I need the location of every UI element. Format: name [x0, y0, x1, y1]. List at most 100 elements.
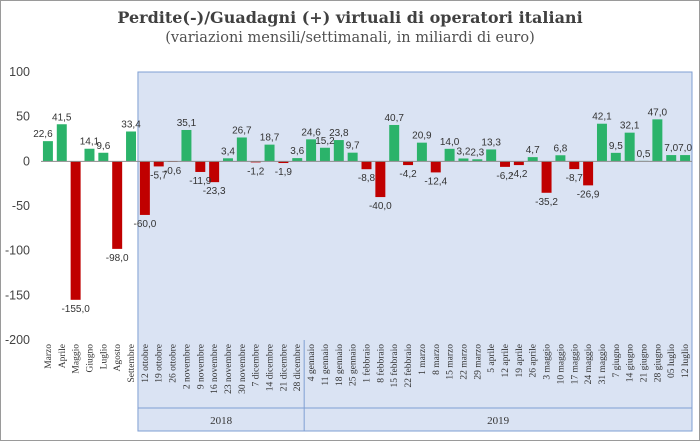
- category-label: 26 ottobre: [169, 344, 179, 383]
- category-label: 23 novembre: [224, 344, 234, 394]
- category-label: 18 gennaio: [335, 344, 345, 386]
- bar: [112, 161, 123, 249]
- data-label: 23,8: [329, 128, 349, 139]
- data-label: 9,6: [96, 141, 110, 152]
- data-label: -8,8: [358, 173, 376, 184]
- category-label: 15 marzo: [446, 344, 456, 380]
- data-label: 35,1: [177, 118, 197, 129]
- bar: [527, 157, 538, 162]
- bar: [375, 161, 386, 198]
- bar: [70, 161, 81, 300]
- data-label: 3,6: [290, 146, 304, 157]
- bar: [347, 152, 358, 162]
- data-label: 20,9: [412, 131, 432, 142]
- year-label: 2019: [487, 415, 510, 427]
- category-label: 19 aprile: [515, 344, 525, 378]
- category-label: 17 maggio: [570, 344, 580, 385]
- bar: [513, 161, 524, 166]
- data-label: -98,0: [106, 253, 129, 264]
- data-label: -1,9: [275, 167, 293, 178]
- bar: [458, 158, 469, 162]
- weekly-period-shade: [137, 71, 693, 432]
- category-label: 4 gennaio: [307, 344, 317, 381]
- bar: [444, 148, 455, 162]
- category-label: 9 novembre: [196, 344, 206, 389]
- category-label: 3 maggio: [543, 344, 553, 380]
- data-label: 3,4: [221, 146, 235, 157]
- y-tick-label: 50: [16, 110, 30, 124]
- data-label: -12,4: [424, 176, 447, 187]
- category-label: 16 novembre: [210, 344, 220, 394]
- bar: [181, 129, 192, 162]
- data-label: 24,6: [301, 127, 321, 138]
- chart-title: Perdite(-)/Guadagni (+) virtuali di oper…: [117, 8, 583, 27]
- bar: [610, 152, 621, 162]
- category-label: Aprile: [58, 344, 68, 368]
- bar: [250, 161, 261, 163]
- bar: [209, 161, 220, 183]
- bar: [319, 147, 330, 162]
- data-label: 7,0: [664, 143, 678, 154]
- bar: [430, 161, 441, 173]
- bar: [361, 161, 372, 170]
- bar: [306, 139, 317, 162]
- y-tick-label: -100: [5, 244, 30, 258]
- data-label: -1,2: [247, 166, 265, 177]
- category-label: Luglio: [99, 344, 109, 370]
- bar: [195, 161, 206, 172]
- category-label: 21 dicembre: [279, 344, 289, 391]
- data-label: -5,7: [150, 170, 168, 181]
- category-label: 2 novembre: [182, 344, 192, 389]
- data-label: -4,2: [510, 169, 528, 180]
- data-label: 4,7: [526, 145, 540, 156]
- data-label: -35,2: [535, 197, 558, 208]
- data-label: 9,5: [609, 141, 623, 152]
- category-label: 15 febbraio: [389, 344, 400, 388]
- category-label: 12 aprile: [501, 344, 511, 378]
- y-tick-label: -50: [12, 199, 30, 213]
- bar: [153, 161, 164, 167]
- category-label: 12 ottobre: [141, 344, 151, 383]
- data-label: -11,9: [189, 176, 211, 187]
- bar: [403, 161, 414, 166]
- bar: [84, 148, 95, 162]
- data-label: 33,4: [121, 119, 141, 130]
- category-label: 25 gennaio: [349, 344, 359, 386]
- data-label: 9,7: [346, 141, 360, 152]
- bar: [236, 137, 247, 162]
- data-label: 40,7: [384, 113, 404, 124]
- bar: [264, 144, 275, 162]
- data-label: 18,7: [260, 133, 280, 144]
- category-label: 24 maggio: [584, 344, 594, 385]
- data-label: 0,5: [637, 149, 651, 160]
- bar: [223, 158, 233, 162]
- y-tick-label: 100: [9, 65, 30, 79]
- bar: [416, 142, 427, 162]
- category-label: 7 dicembre: [252, 344, 262, 386]
- bar: [500, 161, 510, 167]
- bar: [278, 161, 289, 164]
- y-tick-label: 0: [23, 154, 30, 168]
- category-label: 31 maggio: [598, 344, 608, 385]
- chart-subtitle: (variazioni mensili/settimanali, in mili…: [165, 30, 535, 46]
- bar: [652, 119, 663, 162]
- category-label: Agosto: [113, 344, 123, 372]
- bar: [139, 161, 150, 215]
- bar: [680, 155, 691, 162]
- category-label: 22 marzo: [459, 344, 469, 380]
- bar: [333, 140, 344, 162]
- bar: [583, 161, 594, 186]
- category-label: 19 ottobre: [155, 344, 165, 383]
- bar: [292, 158, 303, 162]
- bar: [596, 123, 607, 162]
- category-label: 22 febbraio: [403, 344, 414, 388]
- data-label: -40,0: [369, 201, 392, 212]
- data-label: 6,8: [553, 143, 567, 154]
- category-label: 29 marzo: [473, 344, 483, 380]
- category-label: 14 dicembre: [266, 344, 276, 391]
- bar: [42, 141, 53, 162]
- bar: [569, 161, 580, 170]
- bar: [541, 161, 552, 193]
- category-label: 21 giugno: [640, 344, 650, 383]
